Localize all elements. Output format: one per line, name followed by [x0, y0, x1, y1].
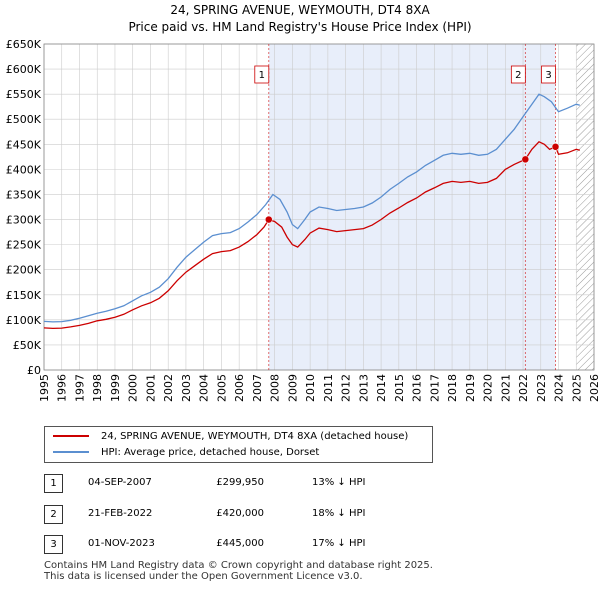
x-tick-label: 2003 — [180, 374, 193, 402]
sale-date: 01-NOV-2023 — [88, 538, 155, 549]
x-tick-label: 2020 — [482, 374, 495, 402]
x-tick-label: 2012 — [340, 374, 353, 402]
x-tick-label: 2011 — [322, 374, 335, 402]
x-tick-label: 2009 — [286, 374, 299, 402]
x-tick-label: 1997 — [73, 374, 86, 402]
y-tick-label: £650K — [6, 38, 42, 51]
sale-marker-box — [510, 65, 526, 84]
x-tick-label: 1999 — [109, 374, 122, 402]
x-tick-label: 2014 — [375, 374, 388, 402]
legend-item-property: 24, SPRING AVENUE, WEYMOUTH, DT4 8XA (de… — [53, 430, 408, 444]
sale-number: 2 — [44, 505, 63, 524]
x-tick-label: 1995 — [38, 374, 51, 402]
hpi-series-line — [43, 93, 580, 323]
y-tick-label: £0 — [27, 364, 41, 377]
sale-price: £420,000 — [216, 508, 264, 519]
footer: Contains HM Land Registry data © Crown c… — [44, 560, 433, 582]
y-tick-label: £600K — [6, 63, 42, 76]
x-tick-label: 2015 — [393, 374, 406, 402]
x-tick-label: 2010 — [304, 374, 317, 402]
y-tick-label: £500K — [6, 113, 42, 126]
sale-hpi-diff: 18% ↓ HPI — [312, 508, 366, 519]
sale-marker-box — [541, 65, 556, 84]
x-tick-label: 2006 — [233, 374, 246, 402]
hatched-region — [576, 44, 594, 370]
x-tick-label: 2002 — [162, 374, 175, 402]
chart-subtitle: Price paid vs. HM Land Registry's House … — [128, 20, 472, 34]
x-tick-label: 2021 — [499, 374, 512, 402]
legend-label-property: 24, SPRING AVENUE, WEYMOUTH, DT4 8XA (de… — [101, 431, 409, 442]
property-series-line — [43, 141, 580, 330]
legend-swatch-property — [53, 435, 89, 437]
x-tick-label: 2004 — [198, 374, 211, 402]
chart-title-block: 24, SPRING AVENUE, WEYMOUTH, DT4 8XA Pri… — [0, 2, 600, 36]
x-tick-label: 2018 — [446, 374, 459, 402]
y-tick-label: £350K — [6, 188, 42, 201]
x-tick-label: 2026 — [588, 374, 600, 402]
x-tick-label: 2023 — [535, 374, 548, 402]
sale-date: 21-FEB-2022 — [88, 508, 153, 519]
x-tick-label: 2000 — [127, 374, 140, 402]
x-tick-label: 2016 — [411, 374, 424, 402]
sale-date: 04-SEP-2007 — [88, 477, 152, 488]
x-tick-label: 2024 — [553, 374, 566, 402]
sale-row: 3 01-NOV-2023 £445,000 17% ↓ HPI — [44, 535, 464, 555]
price-chart: £0 £50K £100K £150K £200K £250K £300K £350K £400… — [6, 38, 600, 402]
sale-hpi-diff: 17% ↓ HPI — [312, 538, 366, 549]
x-tick-label: 2001 — [144, 374, 157, 402]
sale-hpi-diff: 13% ↓ HPI — [312, 477, 366, 488]
legend-label-hpi: HPI: Average price, detached house, Dors… — [101, 447, 320, 458]
x-tick-label: 2025 — [570, 374, 583, 402]
sale-number: 1 — [44, 474, 63, 493]
sale-marker-box — [254, 65, 270, 84]
sale-price: £299,950 — [216, 477, 264, 488]
y-tick-label: £400K — [6, 163, 42, 176]
x-tick-label: 2017 — [428, 374, 441, 402]
sale-marker-label: 3 — [545, 70, 551, 81]
x-tick-label: 2013 — [357, 374, 370, 402]
sale-point — [521, 155, 530, 164]
sale-period-shade — [268, 44, 556, 370]
y-tick-label: £200K — [6, 264, 42, 277]
sale-marker-label: 1 — [259, 70, 265, 81]
y-tick-label: £550K — [6, 88, 42, 101]
sale-price: £445,000 — [216, 538, 264, 549]
sale-marker-label: 2 — [515, 70, 521, 81]
sale-row: 2 21-FEB-2022 £420,000 18% ↓ HPI — [44, 505, 464, 525]
sale-point — [265, 215, 273, 224]
sale-row: 1 04-SEP-2007 £299,950 13% ↓ HPI — [44, 474, 464, 494]
footer-copyright: Contains HM Land Registry data © Crown c… — [44, 560, 433, 571]
y-tick-label: £50K — [13, 339, 42, 352]
x-tick-label: 2007 — [251, 374, 264, 402]
x-tick-label: 2019 — [464, 374, 477, 402]
legend-item-hpi: HPI: Average price, detached house, Dors… — [53, 446, 319, 460]
legend-swatch-hpi — [53, 451, 89, 453]
y-tick-label: £300K — [6, 214, 42, 227]
x-tick-label: 1998 — [91, 374, 104, 402]
legend: 24, SPRING AVENUE, WEYMOUTH, DT4 8XA (de… — [44, 426, 433, 463]
y-tick-label: £250K — [6, 239, 42, 252]
x-tick-label: 2008 — [269, 374, 282, 402]
y-tick-label: £100K — [6, 314, 42, 327]
sale-point — [551, 143, 560, 151]
footer-licence: This data is licensed under the Open Gov… — [44, 571, 363, 582]
x-tick-label: 2005 — [215, 374, 228, 402]
plot-border — [43, 43, 595, 371]
chart-title: 24, SPRING AVENUE, WEYMOUTH, DT4 8XA — [170, 3, 430, 17]
y-tick-label: £450K — [6, 138, 42, 151]
x-tick-label: 1996 — [56, 374, 69, 402]
sale-number: 3 — [44, 535, 63, 554]
y-tick-label: £150K — [6, 289, 42, 302]
x-tick-label: 2022 — [517, 374, 530, 402]
